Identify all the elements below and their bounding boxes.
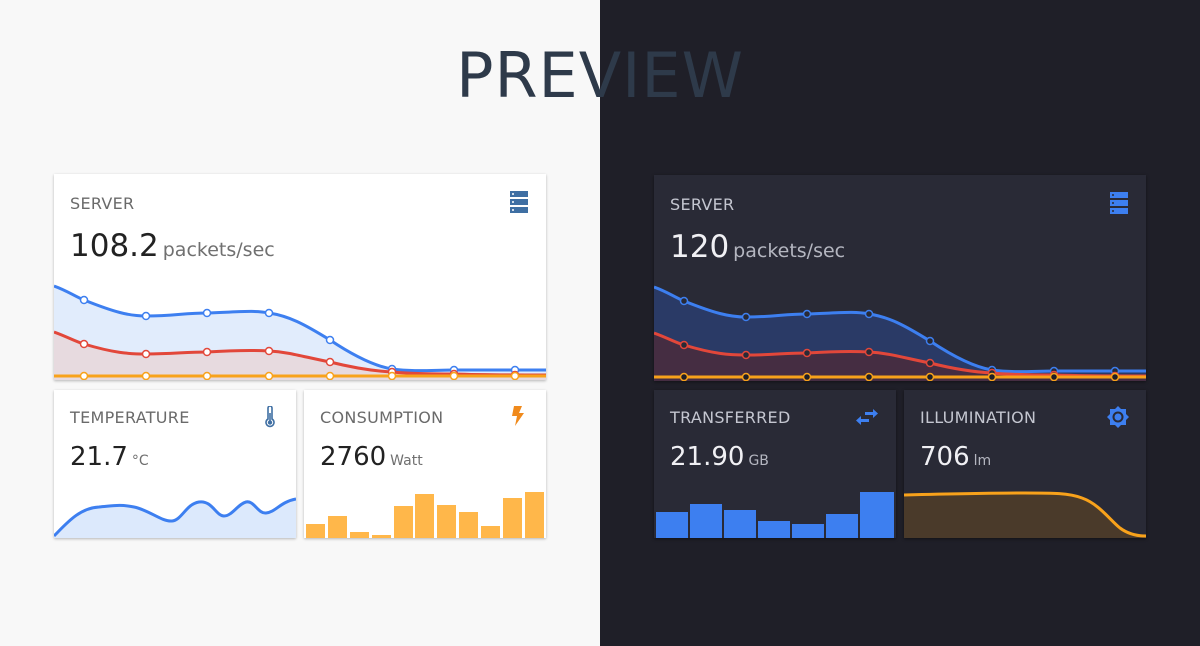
card-value-row: 2760 Watt <box>320 442 423 472</box>
transferred-bar <box>724 510 756 538</box>
card-value: 706 <box>920 442 970 472</box>
light-consumption-card[interactable]: CONSUMPTION 2760 Watt <box>304 390 546 538</box>
card-unit: °C <box>131 453 149 469</box>
consumption-bar <box>437 505 456 538</box>
consumption-bar <box>372 535 391 538</box>
server-icon <box>510 191 528 213</box>
consumption-bar <box>503 498 522 538</box>
consumption-bar <box>394 506 413 538</box>
consumption-bar <box>328 516 347 538</box>
server-sparkline-chart <box>654 285 1146 381</box>
card-unit: packets/sec <box>733 240 846 262</box>
transfer-arrows-icon <box>856 409 878 425</box>
card-value-row: 706 lm <box>920 442 991 472</box>
card-value: 120 <box>670 229 730 265</box>
card-unit: GB <box>748 453 769 469</box>
card-unit: packets/sec <box>162 239 275 261</box>
transferred-bar <box>690 504 722 538</box>
illumination-area-chart <box>904 491 1146 538</box>
consumption-bar <box>481 526 500 538</box>
server-sparkline-chart <box>54 284 546 380</box>
card-title: CONSUMPTION <box>320 408 444 427</box>
transferred-bar <box>826 514 858 538</box>
illumination-line <box>904 491 1146 538</box>
transferred-bar <box>758 521 790 538</box>
card-value: 21.90 <box>670 442 745 472</box>
card-value: 108.2 <box>70 228 159 264</box>
consumption-bar <box>415 494 434 538</box>
transferred-bar <box>792 524 824 538</box>
server-icon <box>1110 192 1128 214</box>
dark-illumination-card[interactable]: ILLUMINATION 706 lm <box>904 390 1146 538</box>
preview-heading: PREVIEW <box>456 39 744 112</box>
consumption-bar-chart <box>306 492 544 538</box>
consumption-bar <box>350 532 369 538</box>
card-value-row: 108.2 packets/sec <box>70 228 275 264</box>
illumination-area <box>904 493 1146 538</box>
temperature-sparkline-chart <box>54 497 296 538</box>
dark-transferred-card[interactable]: TRANSFERRED 21.90 GB <box>654 390 896 538</box>
card-value-row: 21.90 GB <box>670 442 769 472</box>
consumption-bar <box>459 512 478 538</box>
lightning-icon <box>512 406 524 426</box>
card-unit: lm <box>973 453 992 469</box>
card-title: TRANSFERRED <box>670 408 791 427</box>
brightness-icon <box>1107 406 1129 428</box>
transferred-bar <box>860 492 894 538</box>
temperature-line <box>54 497 296 538</box>
card-title: ILLUMINATION <box>920 408 1037 427</box>
dark-server-card[interactable]: SERVER 120 packets/sec <box>654 175 1146 381</box>
card-value-row: 120 packets/sec <box>670 229 845 265</box>
thermometer-icon <box>265 406 275 428</box>
card-unit: Watt <box>390 453 423 469</box>
light-server-card[interactable]: SERVER 108.2 packets/sec <box>54 174 546 380</box>
card-value-row: 21.7 °C <box>70 442 149 472</box>
card-title: TEMPERATURE <box>70 408 190 427</box>
baseline-points <box>679 372 1120 381</box>
baseline-points <box>79 371 520 380</box>
consumption-bar <box>306 524 325 538</box>
card-value: 21.7 <box>70 442 128 472</box>
card-title: SERVER <box>670 195 735 214</box>
card-title: SERVER <box>70 194 135 213</box>
transferred-bar <box>656 512 688 538</box>
transferred-bar-chart <box>656 492 894 538</box>
consumption-bar <box>525 492 544 538</box>
light-temperature-card[interactable]: TEMPERATURE 21.7 °C <box>54 390 296 538</box>
temperature-area <box>54 499 296 538</box>
card-value: 2760 <box>320 442 387 472</box>
